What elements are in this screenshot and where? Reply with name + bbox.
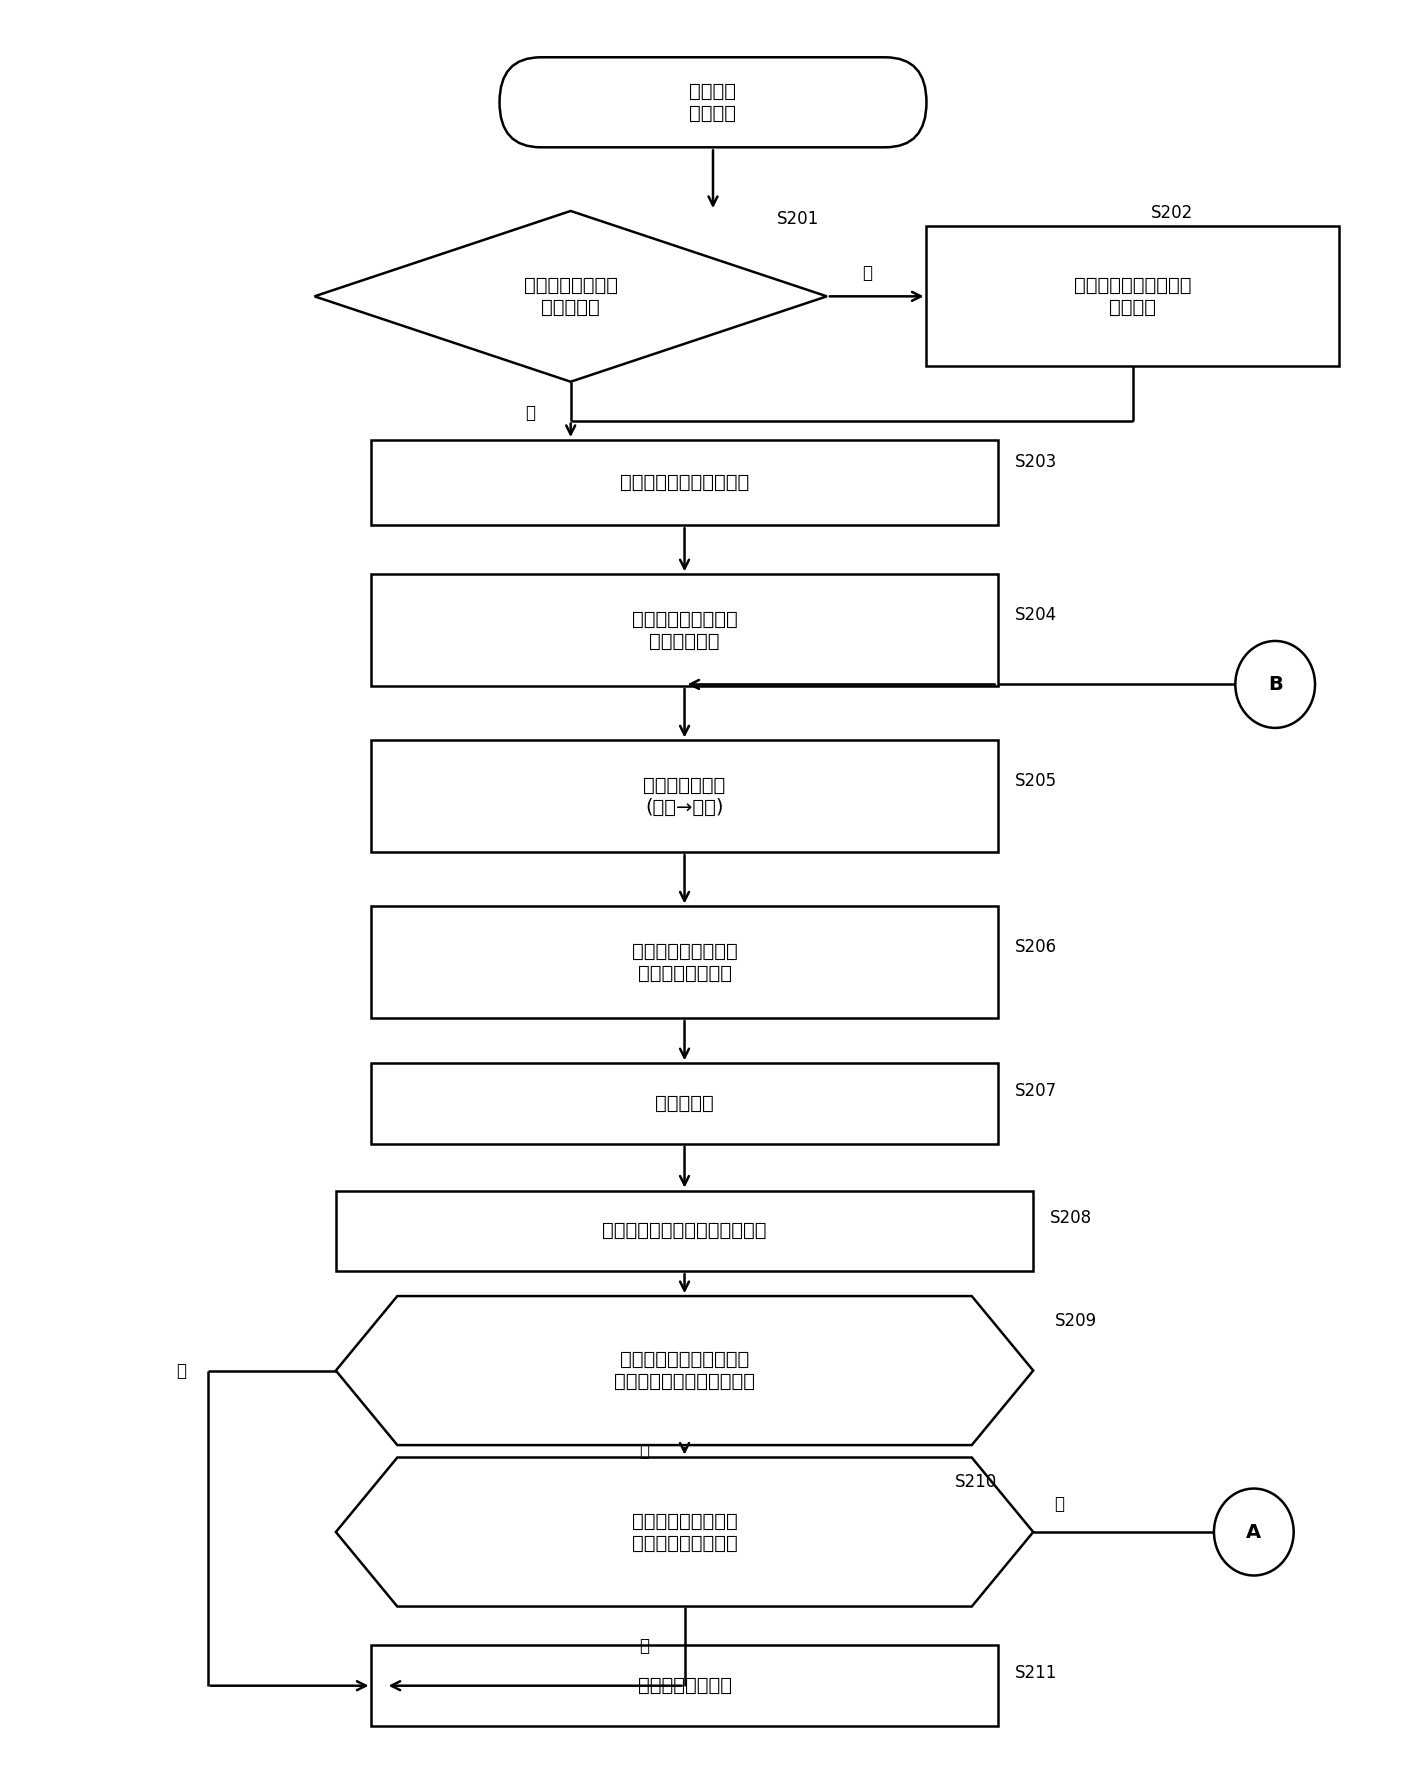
Text: S204: S204 [1015,606,1057,624]
Text: 等待直到液化气罐达到
稳定状态: 等待直到液化气罐达到 稳定状态 [1074,275,1192,316]
Text: S201: S201 [777,209,820,227]
FancyBboxPatch shape [499,57,927,147]
Text: 确认用于隔离空间的
安全阀的泄漏: 确认用于隔离空间的 安全阀的泄漏 [632,610,737,651]
Text: S205: S205 [1015,772,1057,790]
Bar [371,574,998,687]
Text: 是: 是 [1055,1495,1065,1513]
Text: 转换阀控制模式
(自动→手动): 转换阀控制模式 (自动→手动) [643,776,726,817]
Text: 液化气罐是否处于
稳定状态？: 液化气罐是否处于 稳定状态？ [523,275,617,316]
Text: 压差检测
（第一）: 压差检测 （第一） [690,82,736,123]
Circle shape [1235,640,1315,728]
Text: 否: 否 [177,1362,187,1380]
Polygon shape [315,211,827,381]
Text: 观测压强的变化并记录过程变量: 观测压强的变化并记录过程变量 [602,1221,767,1241]
Text: B: B [1268,674,1282,694]
Text: 关闭控制阀: 关闭控制阀 [655,1094,714,1114]
Text: 隔离空间中的压强与屏障
间空间中的压强是否相等？: 隔离空间中的压强与屏障 间空间中的压强是否相等？ [615,1350,754,1391]
Text: 是: 是 [525,404,535,422]
Text: 在隔离空间与屏障间
空间之间设置压差: 在隔离空间与屏障间 空间之间设置压差 [632,942,737,983]
Bar [337,1191,1034,1271]
Text: S206: S206 [1015,937,1057,957]
Text: S209: S209 [1055,1312,1097,1330]
Text: S203: S203 [1015,454,1057,472]
Text: 在压强变成相等之后
是否发生压强反转？: 在压强变成相等之后 是否发生压强反转？ [632,1511,737,1552]
Text: S211: S211 [1015,1665,1057,1683]
Text: 执行第二压差检测: 执行第二压差检测 [637,1675,732,1695]
Circle shape [1214,1489,1293,1575]
Text: 是: 是 [639,1443,649,1461]
Bar [371,740,998,853]
Bar [371,1064,998,1144]
Text: S202: S202 [1151,204,1194,222]
Text: 检查控制阀和压强传送器: 检查控制阀和压强传送器 [620,474,749,492]
Text: S207: S207 [1015,1082,1057,1100]
Text: S208: S208 [1051,1209,1092,1227]
Polygon shape [337,1457,1034,1607]
Bar [371,440,998,526]
Bar [371,1645,998,1725]
Text: A: A [1246,1523,1262,1541]
Text: 否: 否 [639,1638,649,1656]
Polygon shape [337,1296,1034,1445]
Text: 否: 否 [863,265,873,283]
Bar [927,227,1339,367]
Bar [371,907,998,1017]
Text: S210: S210 [955,1473,997,1491]
